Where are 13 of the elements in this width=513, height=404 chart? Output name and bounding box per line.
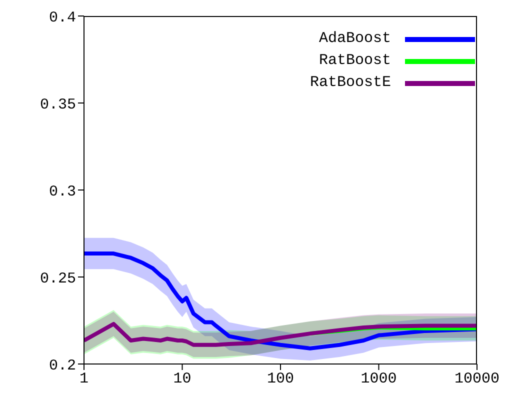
x-tick-label: 1000 [360, 370, 397, 388]
y-tick-label: 0.3 [48, 183, 76, 200]
y-tick-label: 0.4 [48, 9, 76, 26]
y-tick-label: 0.25 [40, 270, 76, 288]
y-tick-label: 0.35 [40, 96, 76, 114]
legend-label: RatBoost [318, 51, 391, 71]
x-tick-label: 10000 [454, 370, 500, 388]
legend-label: RatBoostE [310, 73, 391, 93]
y-tick-label: 0.2 [48, 357, 76, 374]
x-tick-label: 10 [173, 370, 192, 388]
x-tick-label: 1 [79, 370, 89, 388]
x-tick-label: 100 [266, 370, 294, 388]
legend-label: AdaBoost [318, 29, 391, 49]
